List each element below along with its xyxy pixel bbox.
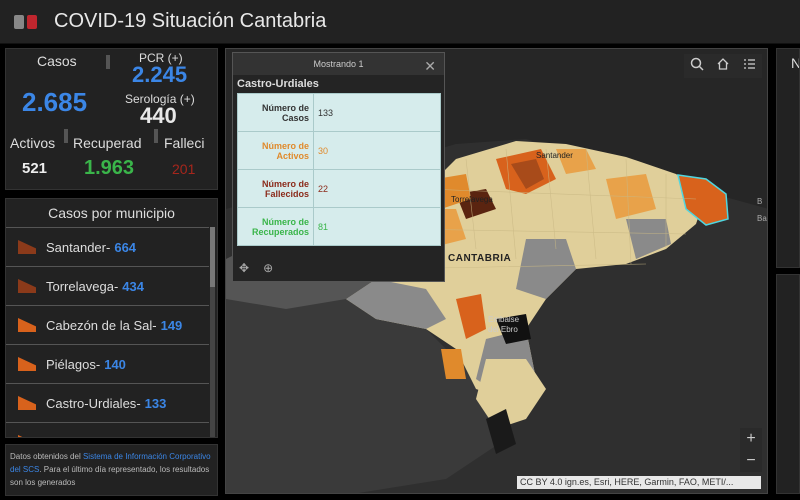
municipio-name: C... — [46, 435, 66, 438]
color-swatch — [18, 279, 36, 293]
map-label-cantabria: CANTABRIA — [448, 253, 512, 264]
popup-title: Castro-Urdiales — [237, 78, 319, 90]
popup-table: Número de Casos 133 Número de Activos 30 Núm… — [237, 93, 441, 246]
municipio-count: 140 — [104, 356, 126, 372]
popup-field-value: 22 — [313, 169, 441, 208]
feature-popup: Mostrando 1 ✕ Castro-Urdiales Número de … — [232, 52, 445, 282]
popup-row: Número de Casos 133 — [237, 93, 441, 132]
municipio-count: 149 — [160, 317, 183, 333]
color-swatch — [18, 396, 36, 410]
cantabria-logo — [14, 12, 50, 32]
map-toolbar — [684, 54, 762, 78]
municipio-count: 434 — [122, 278, 144, 294]
color-swatch — [18, 357, 36, 371]
separator: - — [106, 239, 111, 255]
map-label-edge-1: B — [757, 197, 763, 206]
municipio-name: Torrelavega — [46, 278, 114, 294]
fallecidos-label: Falleci — [164, 135, 205, 151]
municipio-count: ... — [75, 435, 86, 438]
stats-scroll-stub — [106, 55, 110, 69]
map-label-embalse: Embalse del Ebro — [488, 315, 520, 334]
popup-row: Número de Activos 30 — [237, 131, 441, 170]
separator: - — [95, 356, 101, 372]
stats-scroll-stub — [64, 129, 68, 143]
zoom-in-icon[interactable]: + — [746, 430, 756, 447]
fallecidos-value: 201 — [172, 161, 196, 177]
pcr-label: PCR (+) — [139, 51, 183, 65]
note-text-1: Datos obtenidos del — [10, 452, 81, 461]
separator: - — [136, 395, 141, 411]
popup-field-label: Número de Casos — [237, 93, 314, 132]
color-swatch — [18, 318, 36, 332]
map-label-edge-2: Ba — [757, 214, 767, 223]
casos-value: 2.685 — [22, 87, 88, 117]
activos-label: Activos — [10, 135, 56, 151]
recuperados-value: 1.963 — [84, 157, 135, 179]
close-icon[interactable]: ✕ — [424, 58, 436, 74]
map-label-santander: Santander — [536, 151, 573, 160]
separator: - — [113, 278, 119, 294]
list-item[interactable]: Castro-Urdiales -133 — [6, 383, 209, 422]
color-swatch — [18, 435, 36, 437]
popup-field-value: 81 — [313, 207, 441, 246]
serologia-label: Serología (+) — [125, 92, 195, 106]
municipios-scrollbar[interactable] — [210, 227, 215, 437]
serologia-value: 440 — [140, 103, 177, 128]
pcr-value: 2.245 — [132, 62, 188, 87]
list-icon[interactable] — [742, 57, 756, 76]
municipio-name: Castro-Urdiales — [46, 395, 137, 411]
map-label-torrelavega: Torrelavega — [451, 195, 493, 204]
home-icon[interactable] — [716, 57, 730, 76]
stats-scroll-stub — [154, 129, 158, 143]
list-item[interactable]: C... -... — [6, 422, 209, 438]
municipio-count: 133 — [144, 395, 167, 411]
municipios-panel: Casos por municipio Santander -664 Torrel… — [5, 198, 218, 438]
municipio-name: Piélagos — [46, 356, 96, 372]
separator: - — [152, 317, 157, 333]
scs-link[interactable]: Sistema de Información Corporativo del S… — [10, 452, 211, 474]
popup-row: Número de Fallecidos 22 — [237, 169, 441, 208]
popup-header-text: Mostrando 1 — [313, 59, 364, 69]
right-panel-lower — [776, 274, 800, 494]
search-icon[interactable] — [690, 57, 704, 76]
app-title: COVID-19 Situación Cantabria — [54, 10, 327, 32]
activos-value: 521 — [22, 160, 48, 177]
zoom-control: + − — [740, 428, 762, 472]
casos-label: Casos — [37, 53, 77, 69]
municipios-heading: Casos por municipio — [48, 205, 175, 221]
popup-tools: ✥ ⊕ — [239, 261, 273, 275]
popup-field-label: Número de Recuperados — [237, 207, 314, 246]
scrollbar-thumb[interactable] — [210, 227, 215, 287]
zoom-to-icon[interactable]: ⊕ — [263, 261, 274, 275]
map-attribution: CC BY 4.0 ign.es, Esri, HERE, Garmin, FA… — [517, 476, 761, 489]
right-panel-initial: N — [777, 49, 799, 71]
app-header: COVID-19 Situación Cantabria — [0, 0, 800, 44]
municipios-list: Santander -664 Torrelavega -434 Cabezón de… — [6, 227, 217, 438]
separator: - — [66, 435, 70, 438]
popup-field-value: 30 — [313, 131, 441, 170]
zoom-out-icon[interactable]: − — [746, 452, 756, 469]
list-item[interactable]: Torrelavega -434 — [6, 266, 209, 305]
popup-header: Mostrando 1 ✕ — [233, 53, 444, 75]
popup-field-label: Número de Fallecidos — [237, 169, 314, 208]
list-item[interactable]: Santander -664 — [6, 227, 209, 266]
stats-panel: Casos 2.685 PCR (+) 2.245 Serología (+) … — [5, 48, 218, 190]
list-item[interactable]: Cabezón de la Sal -149 — [6, 305, 209, 344]
right-panel: N — [776, 48, 800, 268]
color-swatch — [18, 240, 36, 254]
municipio-count: 664 — [114, 239, 137, 255]
data-source-note: Datos obtenidos del Sistema de Informaci… — [5, 444, 218, 496]
list-item[interactable]: Piélagos -140 — [6, 344, 209, 383]
municipio-name: Santander — [46, 239, 106, 255]
move-icon[interactable]: ✥ — [239, 261, 250, 275]
recuperados-label: Recuperad — [73, 135, 142, 151]
popup-field-label: Número de Activos — [237, 131, 314, 170]
popup-field-value: 133 — [313, 93, 441, 132]
popup-row: Número de Recuperados 81 — [237, 207, 441, 246]
note-text-2: . Para el último día representado, los r… — [10, 465, 210, 487]
municipio-name: Cabezón de la Sal — [46, 317, 153, 333]
